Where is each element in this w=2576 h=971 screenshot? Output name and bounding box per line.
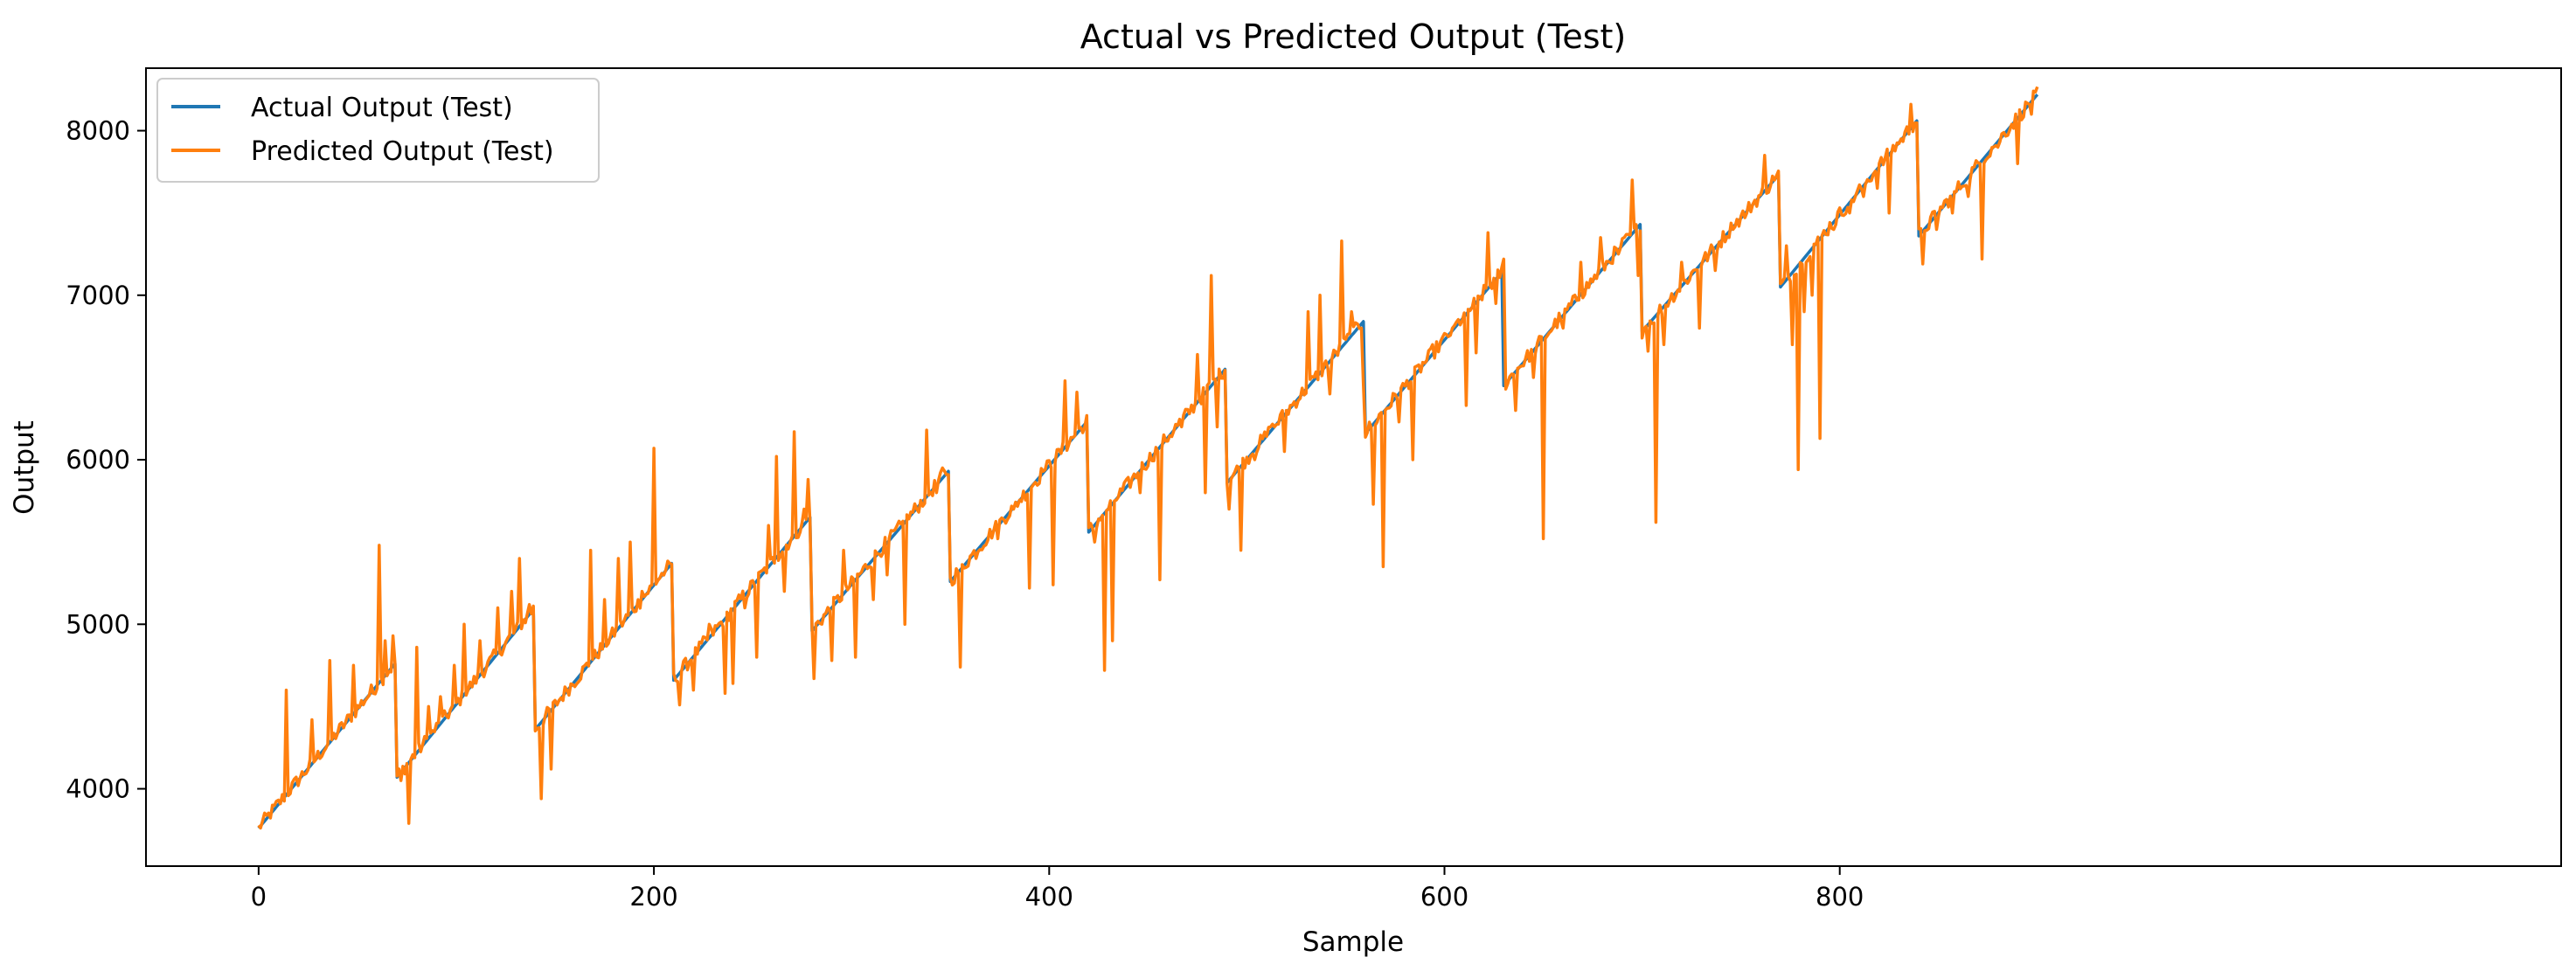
legend-box [156,78,600,183]
series-line-predicted [257,86,2039,830]
plot-frame [145,67,2562,867]
y-tick-label: 8000 [66,116,130,146]
y-tick-label: 7000 [66,281,130,310]
y-axis-ticks: 4000 5000 6000 7000 8000 [66,116,146,804]
y-tick-label: 4000 [66,774,130,804]
x-tick-label: 800 [1816,882,1864,912]
x-axis-ticks: 0 200 400 600 800 [251,866,1864,912]
chart-title: Actual vs Predicted Output (Test) [1080,17,1627,56]
y-tick-label: 5000 [66,609,130,639]
y-axis-label: Output [9,420,40,515]
legend-label-predicted: Predicted Output (Test) [251,136,554,167]
x-tick-label: 200 [629,882,677,912]
y-tick-label: 6000 [66,445,130,475]
legend-label-actual: Actual Output (Test) [251,93,513,123]
x-axis-label: Sample [1302,926,1404,958]
x-tick-label: 400 [1025,882,1073,912]
x-tick-label: 0 [251,882,267,912]
plot-area: 0 200 400 600 800 4000 5000 6000 7000 8000 [66,67,2562,912]
legend: Actual Output (Test) Predicted Output (T… [156,78,600,183]
series-layer [257,86,2039,830]
x-tick-label: 600 [1420,882,1469,912]
